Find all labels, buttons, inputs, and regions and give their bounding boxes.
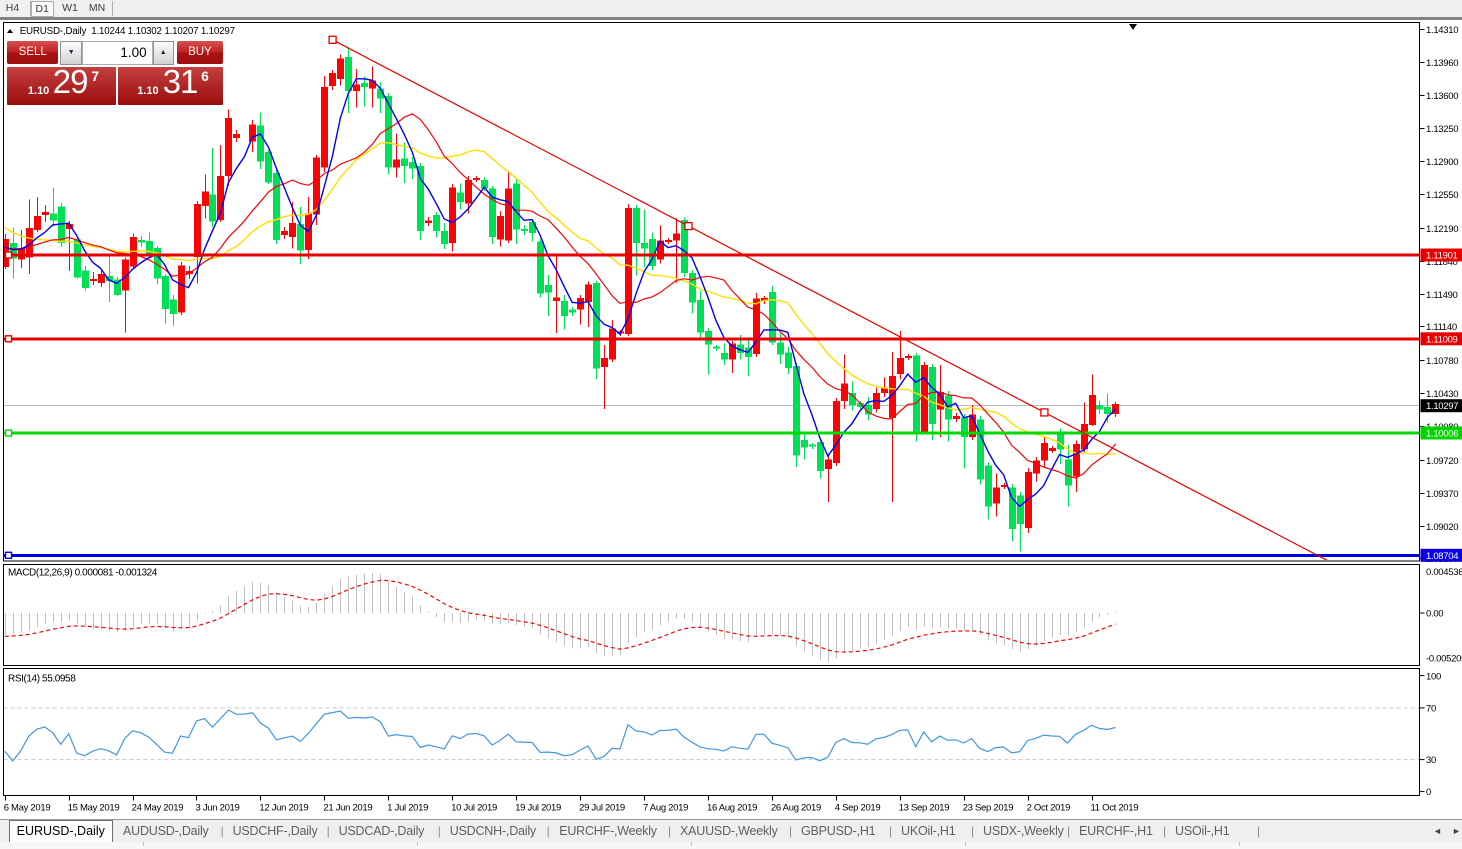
svg-text:1.09020: 1.09020 bbox=[1426, 522, 1458, 533]
svg-text:RSI(14) 55.0958: RSI(14) 55.0958 bbox=[8, 674, 76, 685]
svg-text:1.13250: 1.13250 bbox=[1426, 124, 1458, 135]
svg-text:1.12550: 1.12550 bbox=[1426, 190, 1458, 201]
svg-text:0.004536: 0.004536 bbox=[1426, 567, 1462, 578]
svg-text:1.10006: 1.10006 bbox=[1426, 429, 1458, 440]
svg-text:1.11490: 1.11490 bbox=[1426, 290, 1458, 301]
svg-text:1.12190: 1.12190 bbox=[1426, 224, 1458, 235]
svg-text:MACD(12,26,9) 0.000081 -0.0013: MACD(12,26,9) 0.000081 -0.001324 bbox=[8, 568, 158, 579]
svg-text:1.09720: 1.09720 bbox=[1426, 456, 1458, 467]
svg-text:23 Sep 2019: 23 Sep 2019 bbox=[963, 803, 1014, 814]
svg-text:7 Aug 2019: 7 Aug 2019 bbox=[643, 803, 688, 814]
svg-text:2 Oct 2019: 2 Oct 2019 bbox=[1027, 803, 1070, 814]
svg-text:15 May 2019: 15 May 2019 bbox=[68, 803, 120, 814]
svg-text:26 Aug 2019: 26 Aug 2019 bbox=[771, 803, 821, 814]
svg-text:1.10430: 1.10430 bbox=[1426, 389, 1458, 400]
svg-text:0: 0 bbox=[1426, 787, 1431, 798]
svg-text:1.09370: 1.09370 bbox=[1426, 489, 1458, 500]
svg-text:12 Jun 2019: 12 Jun 2019 bbox=[259, 803, 308, 814]
svg-text:6 May 2019: 6 May 2019 bbox=[4, 803, 51, 814]
svg-text:1.13960: 1.13960 bbox=[1426, 58, 1458, 69]
svg-text:-0.005205: -0.005205 bbox=[1426, 654, 1462, 665]
svg-text:1.10780: 1.10780 bbox=[1426, 356, 1458, 367]
svg-text:1.11840: 1.11840 bbox=[1426, 257, 1458, 268]
svg-text:1.12900: 1.12900 bbox=[1426, 157, 1458, 168]
svg-text:3 Jun 2019: 3 Jun 2019 bbox=[196, 803, 240, 814]
svg-text:1.11140: 1.11140 bbox=[1426, 322, 1457, 333]
svg-text:1 Jul 2019: 1 Jul 2019 bbox=[387, 803, 428, 814]
svg-text:10 Jul 2019: 10 Jul 2019 bbox=[451, 803, 497, 814]
svg-text:29 Jul 2019: 29 Jul 2019 bbox=[579, 803, 625, 814]
svg-text:13 Sep 2019: 13 Sep 2019 bbox=[899, 803, 950, 814]
svg-text:19 Jul 2019: 19 Jul 2019 bbox=[515, 803, 561, 814]
svg-text:1.10297: 1.10297 bbox=[1426, 401, 1458, 412]
svg-text:1.08704: 1.08704 bbox=[1426, 551, 1458, 562]
svg-text:21 Jun 2019: 21 Jun 2019 bbox=[323, 803, 372, 814]
svg-text:11 Oct 2019: 11 Oct 2019 bbox=[1091, 803, 1139, 814]
svg-text:70: 70 bbox=[1426, 703, 1436, 714]
svg-text:1.11009: 1.11009 bbox=[1426, 334, 1458, 345]
svg-text:24 May 2019: 24 May 2019 bbox=[132, 803, 184, 814]
svg-text:30: 30 bbox=[1426, 755, 1436, 766]
svg-text:4 Sep 2019: 4 Sep 2019 bbox=[835, 803, 881, 814]
svg-text:16 Aug 2019: 16 Aug 2019 bbox=[707, 803, 757, 814]
svg-text:1.13600: 1.13600 bbox=[1426, 91, 1458, 102]
svg-text:0.00: 0.00 bbox=[1426, 609, 1443, 620]
svg-text:1.14310: 1.14310 bbox=[1426, 25, 1458, 36]
svg-text:100: 100 bbox=[1426, 671, 1441, 682]
svg-text:1.11901: 1.11901 bbox=[1426, 251, 1458, 262]
